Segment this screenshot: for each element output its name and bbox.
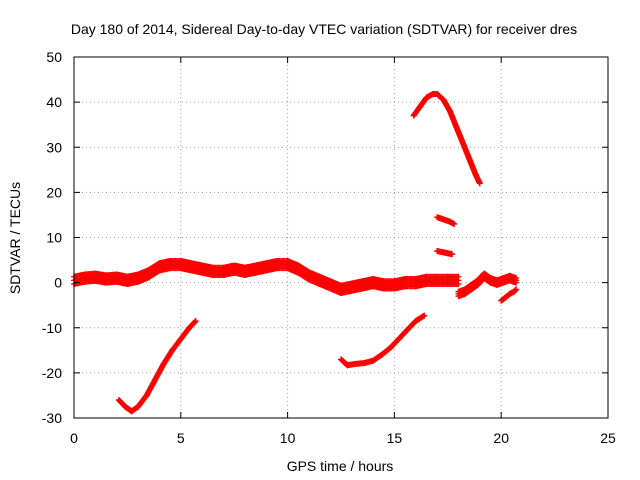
data-point [476, 180, 483, 187]
y-tick-label: 20 [46, 184, 62, 200]
x-tick-label: 5 [177, 430, 185, 446]
series-descending_arc_early [115, 317, 199, 415]
y-tick-label: 30 [46, 139, 62, 155]
grid [74, 57, 608, 418]
y-tick-label: 40 [46, 94, 62, 110]
x-axis-label: GPS time / hours [287, 458, 394, 474]
y-tick-label: -30 [42, 410, 62, 426]
y-tick-label: 0 [54, 275, 62, 291]
y-tick-label: -10 [42, 320, 62, 336]
data-point [451, 220, 458, 227]
y-tick-label: 50 [46, 49, 62, 65]
axes: 0 5 10 15 20 25 -30 -20 -10 0 10 20 30 40 50 [42, 49, 616, 446]
data-point [455, 273, 462, 280]
series-late_descending_bits [498, 286, 520, 304]
y-tick-label: 10 [46, 230, 62, 246]
data-point [449, 251, 456, 258]
data-point [421, 312, 428, 319]
series-baseline_track [71, 257, 462, 297]
data-point [513, 286, 520, 293]
plot-frame [73, 56, 609, 419]
series-short_segment_upper [434, 214, 458, 227]
series-rising_arc_afternoon [338, 312, 428, 369]
series-late_scatter [455, 270, 520, 300]
chart-title: Day 180 of 2014, Sidereal Day-to-day VTE… [71, 21, 577, 37]
y-axis-label: SDTVAR / TECUs [7, 182, 23, 294]
x-tick-label: 20 [493, 430, 509, 446]
data-series [71, 91, 520, 415]
y-tick-label: -20 [42, 365, 62, 381]
data-point [192, 317, 199, 324]
data-point [513, 275, 520, 282]
x-tick-label: 25 [600, 430, 616, 446]
x-tick-label: 15 [387, 430, 403, 446]
x-tick-label: 0 [70, 430, 78, 446]
series-high_arc [410, 91, 483, 187]
series-short_segment_mid [434, 248, 456, 258]
x-tick-label: 10 [280, 430, 296, 446]
